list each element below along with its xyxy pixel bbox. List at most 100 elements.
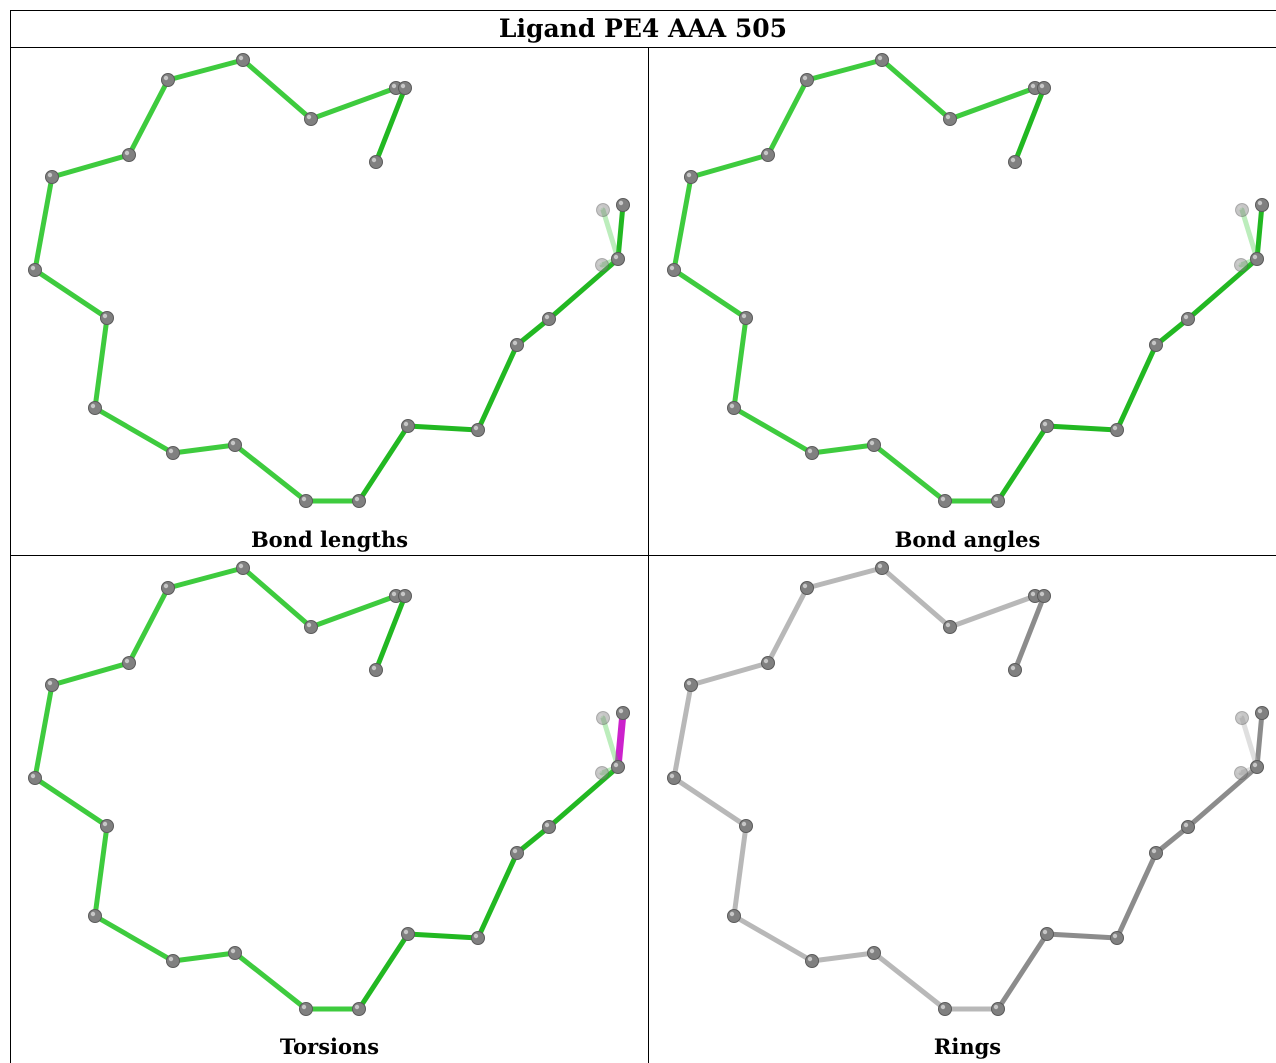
atom-highlight-12 xyxy=(230,440,236,446)
atom-highlight-14 xyxy=(354,496,360,502)
panel-rings xyxy=(651,556,1271,1026)
atom-20 xyxy=(616,198,630,212)
atom-highlight-4 xyxy=(877,563,883,569)
bond-17 xyxy=(1185,256,1260,322)
atom-highlight-9 xyxy=(741,313,747,319)
atom-highlight-7 xyxy=(686,172,692,178)
atom-highlight-17 xyxy=(512,848,518,854)
atom-21 xyxy=(1235,711,1249,725)
atom-7 xyxy=(684,678,698,692)
bond-8 xyxy=(731,823,749,919)
atom-12 xyxy=(228,946,242,960)
bond-17 xyxy=(546,764,621,830)
bond-15 xyxy=(475,850,520,941)
atom-highlight-1 xyxy=(391,591,397,597)
atom-highlight-16 xyxy=(1112,425,1118,431)
atom-22 xyxy=(1234,258,1248,272)
atom-15 xyxy=(401,927,415,941)
atom-highlight-11 xyxy=(807,448,813,454)
bond-5 xyxy=(49,152,132,180)
atom-4 xyxy=(236,53,250,67)
atom-highlight-18 xyxy=(544,314,550,320)
bond-0 xyxy=(373,85,408,165)
atom-highlight-12 xyxy=(230,948,236,954)
bond-18 xyxy=(614,709,627,771)
bond-9 xyxy=(92,405,176,456)
atom-3 xyxy=(304,112,318,126)
molecule-bond-lengths xyxy=(28,53,630,508)
bond-4 xyxy=(126,77,171,158)
atom-highlight-4 xyxy=(238,563,244,569)
bond-7 xyxy=(32,775,110,829)
table-frame xyxy=(10,10,1276,1063)
bond-6 xyxy=(671,174,694,273)
atom-highlight-20 xyxy=(618,200,624,206)
atom-8 xyxy=(667,263,681,277)
bond-1 xyxy=(947,85,1038,122)
atom-highlight-4 xyxy=(238,55,244,61)
atom-16 xyxy=(1110,423,1124,437)
atom-highlight-21 xyxy=(1237,205,1243,211)
molecule-torsions xyxy=(28,561,630,1016)
bond-19 xyxy=(1239,207,1260,262)
atom-highlight-18 xyxy=(544,822,550,828)
atom-19 xyxy=(611,760,625,774)
bond-4 xyxy=(765,77,810,158)
atom-5 xyxy=(161,73,175,87)
atom-highlight-3 xyxy=(306,622,312,628)
atom-15 xyxy=(1040,419,1054,433)
bond-2 xyxy=(879,57,953,122)
atom-5 xyxy=(161,581,175,595)
bond-7 xyxy=(32,267,110,321)
atom-0 xyxy=(369,155,383,169)
bond-1 xyxy=(308,85,399,122)
atom-19 xyxy=(1250,252,1264,266)
atom-8 xyxy=(28,771,42,785)
atom-highlight-22 xyxy=(1236,260,1242,266)
atom-highlight-20 xyxy=(1257,708,1263,714)
atom-highlight-15 xyxy=(403,421,409,427)
bond-15 xyxy=(1114,850,1159,941)
atom-highlight-19 xyxy=(613,254,619,260)
atom-highlight-0 xyxy=(371,665,377,671)
bond-0 xyxy=(373,593,408,673)
atom-highlight-2 xyxy=(400,83,406,89)
atom-6 xyxy=(761,148,775,162)
bond-9 xyxy=(731,405,815,456)
atom-12 xyxy=(228,438,242,452)
bond-15 xyxy=(475,342,520,433)
atom-highlight-5 xyxy=(802,583,808,589)
atom-15 xyxy=(401,419,415,433)
atom-highlight-1 xyxy=(391,83,397,89)
atom-3 xyxy=(304,620,318,634)
atom-highlight-20 xyxy=(1257,200,1263,206)
bond-2 xyxy=(879,565,953,630)
atom-highlight-14 xyxy=(354,1004,360,1010)
bond-4 xyxy=(765,585,810,666)
atom-13 xyxy=(938,494,952,508)
atom-20 xyxy=(1255,198,1269,212)
atom-11 xyxy=(166,954,180,968)
atom-highlight-14 xyxy=(993,496,999,502)
bond-8 xyxy=(731,315,749,411)
atom-highlight-16 xyxy=(473,425,479,431)
atom-highlight-8 xyxy=(669,773,675,779)
atom-highlight-16 xyxy=(1112,933,1118,939)
bond-6 xyxy=(671,682,694,781)
atom-9 xyxy=(100,819,114,833)
atom-highlight-12 xyxy=(869,948,875,954)
bond-5 xyxy=(688,660,771,688)
atom-highlight-13 xyxy=(301,496,307,502)
atom-22 xyxy=(1234,766,1248,780)
atom-highlight-5 xyxy=(802,75,808,81)
atom-highlight-10 xyxy=(729,911,735,917)
bond-18 xyxy=(1254,710,1265,770)
atom-22 xyxy=(595,258,609,272)
atom-14 xyxy=(352,1002,366,1016)
bond-3 xyxy=(804,57,885,83)
atom-highlight-22 xyxy=(597,768,603,774)
atom-highlight-2 xyxy=(1039,591,1045,597)
atom-19 xyxy=(611,252,625,266)
bond-11 xyxy=(871,442,948,504)
bond-14 xyxy=(405,931,481,941)
